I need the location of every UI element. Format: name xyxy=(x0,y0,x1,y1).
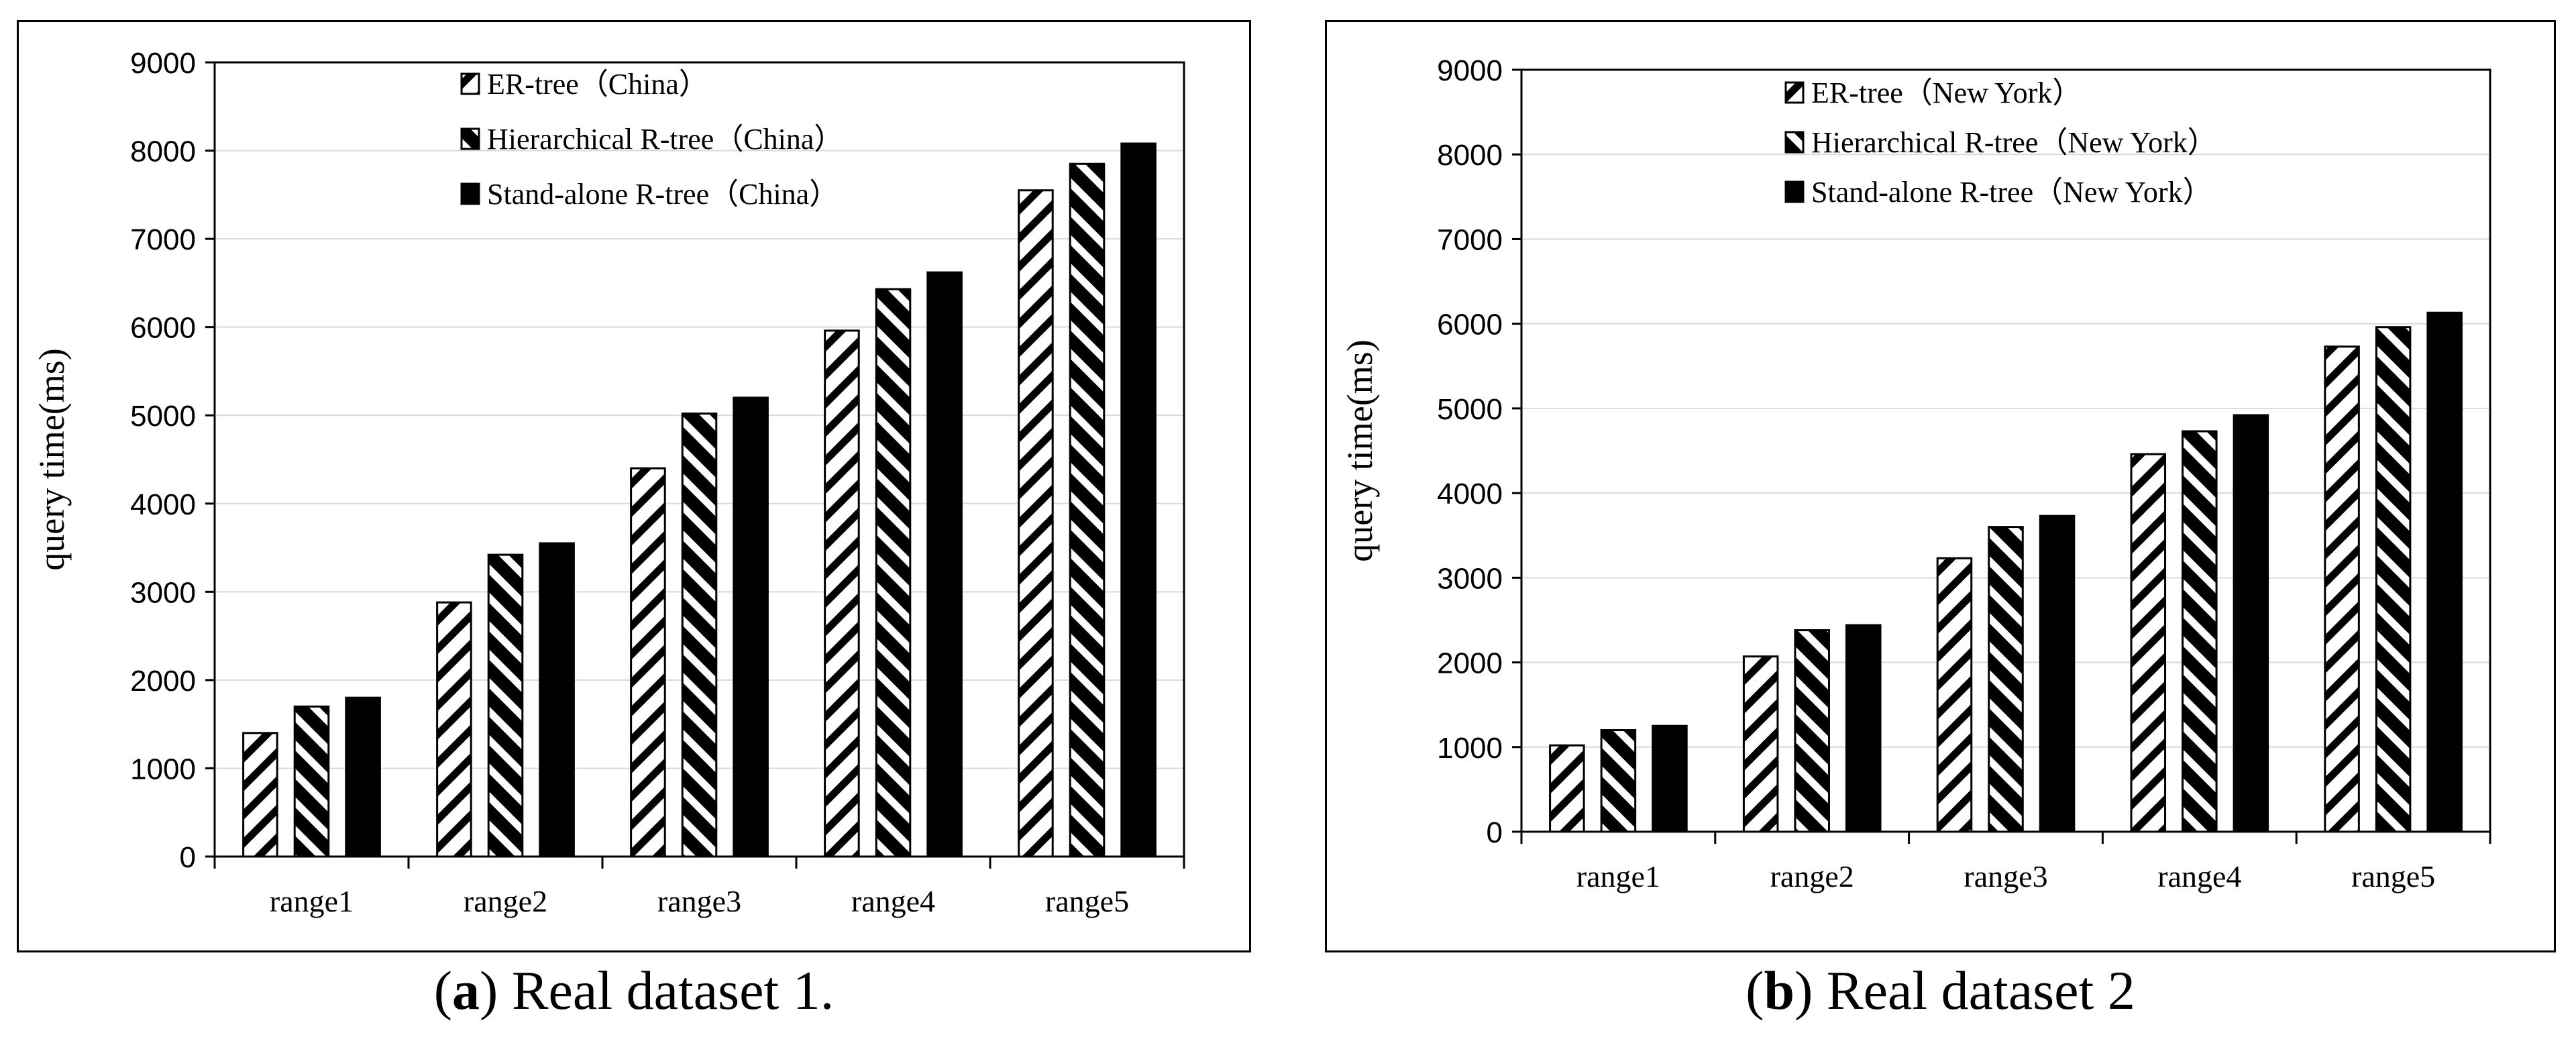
legend-label-b-2: Hierarchical R-tree（New York） xyxy=(1811,126,2217,159)
x-tick-label-a-range4: range4 xyxy=(851,884,935,918)
legend-swatch-b-1 xyxy=(1784,81,1805,104)
bar-b-s2-range3 xyxy=(1988,526,2024,833)
legend-label-a-3: Stand-alone R-tree（China） xyxy=(487,178,839,211)
bar-a-s1-range1 xyxy=(242,732,278,858)
bar-b-s2-range4 xyxy=(2182,430,2218,833)
y-tick-label-b-7: 7000 xyxy=(1437,223,1503,256)
bar-a-s3-range1 xyxy=(345,696,381,858)
y-tick-label-a-3: 3000 xyxy=(130,576,196,609)
x-tick-label-b-range1: range1 xyxy=(1576,859,1660,893)
legend-swatch-b-2 xyxy=(1784,131,1805,154)
legend-label-b-3: Stand-alone R-tree（New York） xyxy=(1811,176,2212,209)
y-tick-label-b-0: 0 xyxy=(1487,816,1503,849)
bar-b-s2-range2 xyxy=(1794,629,1830,833)
legend-label-b-1: ER-tree（New York） xyxy=(1811,76,2082,109)
y-tick-label-a-7: 7000 xyxy=(130,223,196,256)
legend-swatch-a-1 xyxy=(460,72,480,95)
caption-a-text: Real dataset 1. xyxy=(498,960,835,1021)
y-tick-label-b-9: 9000 xyxy=(1437,54,1503,87)
legend-swatch-b-3 xyxy=(1784,180,1805,203)
y-tick-label-b-3: 3000 xyxy=(1437,562,1503,595)
legend-label-a-1: ER-tree（China） xyxy=(487,68,708,101)
bar-a-s1-range2 xyxy=(436,601,472,858)
y-axis-label-a: query time(ms) xyxy=(32,348,72,570)
bar-a-s2-range1 xyxy=(293,705,330,858)
y-tick-label-a-1: 1000 xyxy=(130,753,196,785)
y-axis-label-b: query time(ms) xyxy=(1340,339,1380,561)
y-tick-label-b-2: 2000 xyxy=(1437,647,1503,680)
plot-area-a xyxy=(213,61,1185,858)
x-tick-label-b-range3: range3 xyxy=(1964,859,2047,893)
bar-b-s1-range3 xyxy=(1936,557,1973,833)
y-tick-label-a-8: 8000 xyxy=(130,135,196,168)
legend-label-a-2: Hierarchical R-tree（China） xyxy=(487,123,843,156)
caption-b: (b) Real dataset 2 xyxy=(1746,960,2135,1021)
x-tick-label-a-range5: range5 xyxy=(1045,884,1129,918)
bar-b-s1-range1 xyxy=(1549,744,1585,833)
bar-a-s2-range2 xyxy=(487,553,524,858)
x-tick-label-a-range3: range3 xyxy=(657,884,741,918)
y-tick-label-a-6: 6000 xyxy=(130,312,196,345)
bar-a-s1-range3 xyxy=(630,467,666,858)
bar-a-s2-range5 xyxy=(1069,162,1106,858)
caption-b-letter: b xyxy=(1764,960,1795,1021)
bar-a-s3-range3 xyxy=(733,396,769,858)
bar-a-s1-range5 xyxy=(1018,189,1054,858)
y-tick-label-b-1: 1000 xyxy=(1437,732,1503,765)
y-tick-label-a-2: 2000 xyxy=(130,665,196,698)
bar-a-s3-range4 xyxy=(926,271,963,858)
y-tick-label-b-6: 6000 xyxy=(1437,309,1503,341)
bar-a-s2-range3 xyxy=(681,413,718,858)
y-tick-label-b-5: 5000 xyxy=(1437,393,1503,426)
x-tick-label-b-range5: range5 xyxy=(2351,859,2435,893)
bar-b-s3-range2 xyxy=(1845,624,1882,833)
x-tick-label-b-range4: range4 xyxy=(2157,859,2241,893)
bar-b-s1-range2 xyxy=(1742,655,1779,833)
bar-b-s1-range5 xyxy=(2324,345,2360,833)
y-tick-label-a-9: 9000 xyxy=(130,47,196,80)
bar-b-s1-range4 xyxy=(2130,453,2167,833)
bar-a-s3-range5 xyxy=(1120,142,1157,858)
y-tick-label-a-4: 4000 xyxy=(130,488,196,521)
bar-b-s3-range3 xyxy=(2039,514,2076,833)
legend-swatch-a-2 xyxy=(460,127,480,150)
y-tick-label-b-4: 4000 xyxy=(1437,478,1503,510)
bar-a-s3-range2 xyxy=(539,542,575,858)
bar-b-s3-range4 xyxy=(2233,414,2269,833)
bar-b-s2-range1 xyxy=(1600,729,1637,833)
caption-b-text: Real dataset 2 xyxy=(1813,960,2135,1021)
y-tick-label-a-5: 5000 xyxy=(130,400,196,433)
x-tick-label-a-range2: range2 xyxy=(464,884,547,918)
bar-b-s3-range1 xyxy=(1652,724,1688,833)
plot-area-b xyxy=(1520,68,2491,833)
caption-a-letter: a xyxy=(452,960,480,1021)
bar-a-s1-range4 xyxy=(824,329,860,858)
x-tick-label-b-range2: range2 xyxy=(1770,859,1854,893)
x-tick-label-a-range1: range1 xyxy=(270,884,354,918)
y-tick-label-a-0: 0 xyxy=(180,841,196,874)
y-tick-label-b-8: 8000 xyxy=(1437,139,1503,172)
caption-a: (a) Real dataset 1. xyxy=(433,960,835,1021)
bar-b-s3-range5 xyxy=(2426,311,2463,833)
bar-b-s2-range5 xyxy=(2375,326,2412,833)
legend-swatch-a-3 xyxy=(460,182,480,205)
bar-a-s2-range4 xyxy=(875,288,912,858)
